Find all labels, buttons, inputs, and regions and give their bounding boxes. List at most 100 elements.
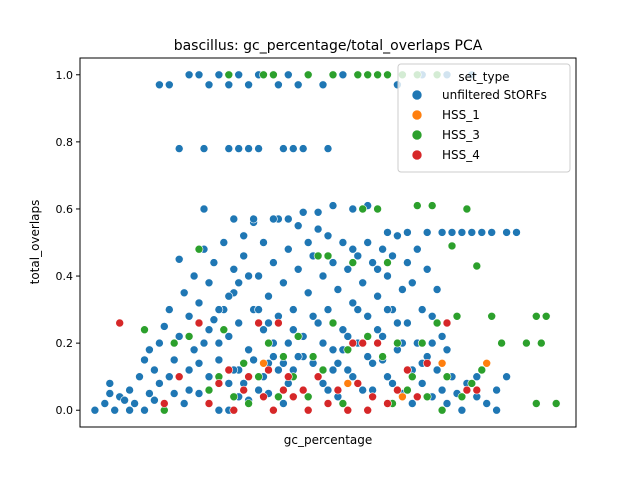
data-point-unfiltered-storfs-221 [224, 291, 234, 301]
data-point-unfiltered-storfs-204 [288, 325, 298, 335]
data-point-unfiltered-storfs-184 [244, 80, 253, 90]
data-point-unfiltered-storfs-174 [298, 144, 308, 153]
data-point-unfiltered-storfs-130 [432, 285, 442, 294]
data-point-unfiltered-storfs-6 [120, 395, 129, 405]
data-point-unfiltered-storfs-244 [214, 338, 224, 348]
data-point-unfiltered-storfs-10 [135, 372, 144, 382]
data-point-unfiltered-storfs-218 [427, 338, 437, 348]
data-point-hss-4-15 [279, 385, 288, 395]
data-point-hss-3-24 [343, 345, 353, 355]
data-point-unfiltered-storfs-26 [174, 254, 184, 264]
data-point-hss-4-27 [363, 405, 373, 415]
data-point-unfiltered-storfs-67 [279, 399, 288, 408]
data-point-unfiltered-storfs-11 [140, 405, 149, 415]
data-point-unfiltered-storfs-33 [194, 389, 204, 398]
data-point-unfiltered-storfs-52 [239, 231, 248, 241]
data-point-unfiltered-storfs-131 [437, 385, 447, 395]
data-point-unfiltered-storfs-74 [293, 221, 303, 230]
y-tick-label-1: 0.2 [56, 337, 74, 350]
x-axis-label: gc_percentage [284, 433, 373, 447]
data-point-unfiltered-storfs-104 [368, 258, 377, 267]
data-point-unfiltered-storfs-59 [259, 325, 268, 335]
legend-marker-hss-4 [411, 149, 423, 161]
data-point-unfiltered-storfs-99 [358, 385, 368, 395]
data-point-hss-4-13 [269, 405, 278, 415]
y-tick-label-5: 1.0 [56, 69, 74, 82]
data-point-unfiltered-storfs-175 [323, 144, 333, 153]
data-point-hss-3-55 [536, 338, 546, 348]
data-point-unfiltered-storfs-137 [457, 405, 467, 415]
data-point-hss-3-44 [447, 241, 457, 251]
data-point-hss-3-4 [194, 244, 204, 254]
data-point-unfiltered-storfs-3 [105, 379, 115, 388]
data-point-unfiltered-storfs-81 [313, 318, 323, 328]
plot-frame [79, 57, 577, 428]
data-point-unfiltered-storfs-84 [318, 271, 328, 281]
data-point-unfiltered-storfs-7 [125, 405, 134, 415]
data-point-hss-4-32 [403, 365, 412, 375]
data-point-unfiltered-storfs-38 [204, 278, 214, 288]
data-point-hss-3-61 [269, 70, 278, 80]
y-tick-label-0: 0.0 [56, 404, 74, 417]
data-point-hss-3-67 [383, 70, 392, 80]
y-tick-label-4: 0.8 [56, 136, 74, 149]
data-point-unfiltered-storfs-109 [383, 372, 392, 382]
data-point-hss-3-22 [328, 318, 338, 328]
data-point-hss-4-35 [442, 318, 452, 328]
data-point-unfiltered-storfs-16 [150, 365, 159, 375]
data-point-unfiltered-storfs-153 [487, 228, 497, 237]
y-tick-label-2: 0.4 [56, 270, 74, 283]
data-point-hss-3-17 [303, 392, 313, 402]
data-point-hss-4-9 [244, 372, 253, 382]
data-point-hss-4-0 [115, 318, 124, 328]
data-point-unfiltered-storfs-179 [194, 70, 204, 80]
data-point-unfiltered-storfs-214 [388, 379, 397, 388]
data-point-unfiltered-storfs-166 [174, 144, 184, 153]
data-point-unfiltered-storfs-105 [373, 291, 382, 301]
data-point-unfiltered-storfs-110 [383, 271, 392, 281]
data-point-hss-3-37 [412, 201, 422, 210]
data-point-unfiltered-storfs-98 [353, 251, 363, 261]
data-point-unfiltered-storfs-152 [477, 228, 487, 237]
legend-label-hss-4: HSS_4 [442, 148, 480, 162]
data-point-hss-4-18 [298, 385, 308, 395]
data-point-unfiltered-storfs-180 [204, 80, 214, 90]
data-point-hss-3-65 [363, 70, 373, 80]
data-point-unfiltered-storfs-86 [323, 231, 333, 241]
data-point-hss-3-46 [457, 392, 467, 402]
data-point-hss-4-33 [412, 392, 422, 402]
data-point-unfiltered-storfs-122 [412, 244, 422, 254]
data-point-unfiltered-storfs-233 [343, 332, 353, 341]
data-point-unfiltered-storfs-144 [502, 372, 511, 382]
legend-box [397, 63, 571, 173]
data-point-unfiltered-storfs-183 [234, 70, 243, 80]
data-point-unfiltered-storfs-123 [417, 379, 427, 388]
data-point-hss-3-25 [348, 258, 358, 267]
legend-entries: unfiltered StORFs HSS_1 HSS_3 HSS_4 [411, 88, 547, 162]
data-point-unfiltered-storfs-9 [130, 399, 139, 408]
data-point-unfiltered-storfs-118 [403, 258, 412, 267]
data-point-unfiltered-storfs-95 [348, 298, 358, 308]
data-point-unfiltered-storfs-69 [283, 338, 293, 348]
data-point-unfiltered-storfs-46 [224, 332, 234, 341]
data-point-unfiltered-storfs-25 [174, 332, 184, 341]
data-point-hss-4-1 [160, 399, 169, 408]
data-point-unfiltered-storfs-82 [313, 224, 323, 234]
data-point-unfiltered-storfs-35 [199, 338, 209, 348]
data-point-unfiltered-storfs-142 [492, 405, 501, 415]
data-point-unfiltered-storfs-101 [363, 311, 373, 321]
data-point-hss-3-28 [363, 332, 373, 341]
data-point-hss-3-64 [353, 70, 363, 80]
data-point-unfiltered-storfs-96 [348, 244, 358, 254]
data-point-unfiltered-storfs-13 [145, 389, 154, 398]
data-point-hss-1-2 [398, 392, 407, 402]
data-point-unfiltered-storfs-171 [254, 144, 263, 153]
data-point-hss-4-5 [214, 379, 224, 388]
legend-label-hss-3: HSS_3 [442, 128, 480, 142]
data-point-unfiltered-storfs-148 [437, 228, 447, 237]
data-point-unfiltered-storfs-149 [447, 228, 457, 237]
chart-title: bascillus: gc_percentage/total_overlaps … [174, 38, 483, 54]
data-point-unfiltered-storfs-129 [432, 365, 442, 375]
